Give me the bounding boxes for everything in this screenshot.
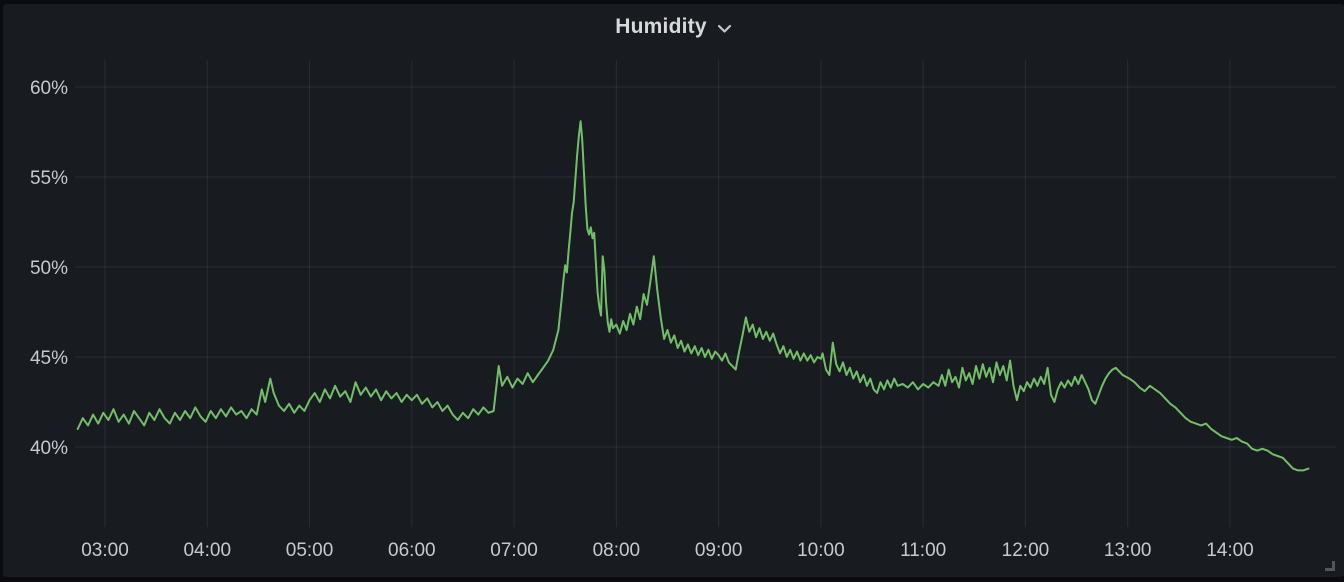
- x-tick-label: 05:00: [286, 540, 334, 561]
- x-tick-label: 08:00: [593, 540, 641, 561]
- y-tick-label: 60%: [30, 78, 68, 99]
- humidity-panel: Humidity 60% 55% 50% 45% 40% 03:00 04:00 05:00 0…: [3, 4, 1344, 577]
- y-tick-label: 55%: [30, 168, 68, 189]
- x-tick-label: 13:00: [1104, 540, 1152, 561]
- x-tick-label: 07:00: [490, 540, 538, 561]
- x-tick-label: 09:00: [695, 540, 743, 561]
- x-tick-label: 14:00: [1206, 540, 1254, 561]
- x-tick-label: 11:00: [900, 540, 946, 561]
- y-tick-label: 50%: [30, 258, 68, 279]
- x-tick-label: 10:00: [797, 540, 845, 561]
- panel-resize-handle[interactable]: [1325, 561, 1335, 571]
- x-tick-label: 04:00: [183, 540, 231, 561]
- panel-title[interactable]: Humidity: [615, 15, 707, 38]
- x-tick-label: 06:00: [388, 540, 436, 561]
- humidity-series-line: [76, 120, 1310, 472]
- x-tick-label: 12:00: [1002, 540, 1050, 561]
- chevron-down-icon[interactable]: [717, 24, 732, 34]
- y-tick-label: 45%: [30, 348, 68, 369]
- x-tick-label: 03:00: [81, 540, 129, 561]
- y-tick-label: 40%: [30, 438, 68, 459]
- panel-title-menu[interactable]: Humidity: [3, 4, 1344, 50]
